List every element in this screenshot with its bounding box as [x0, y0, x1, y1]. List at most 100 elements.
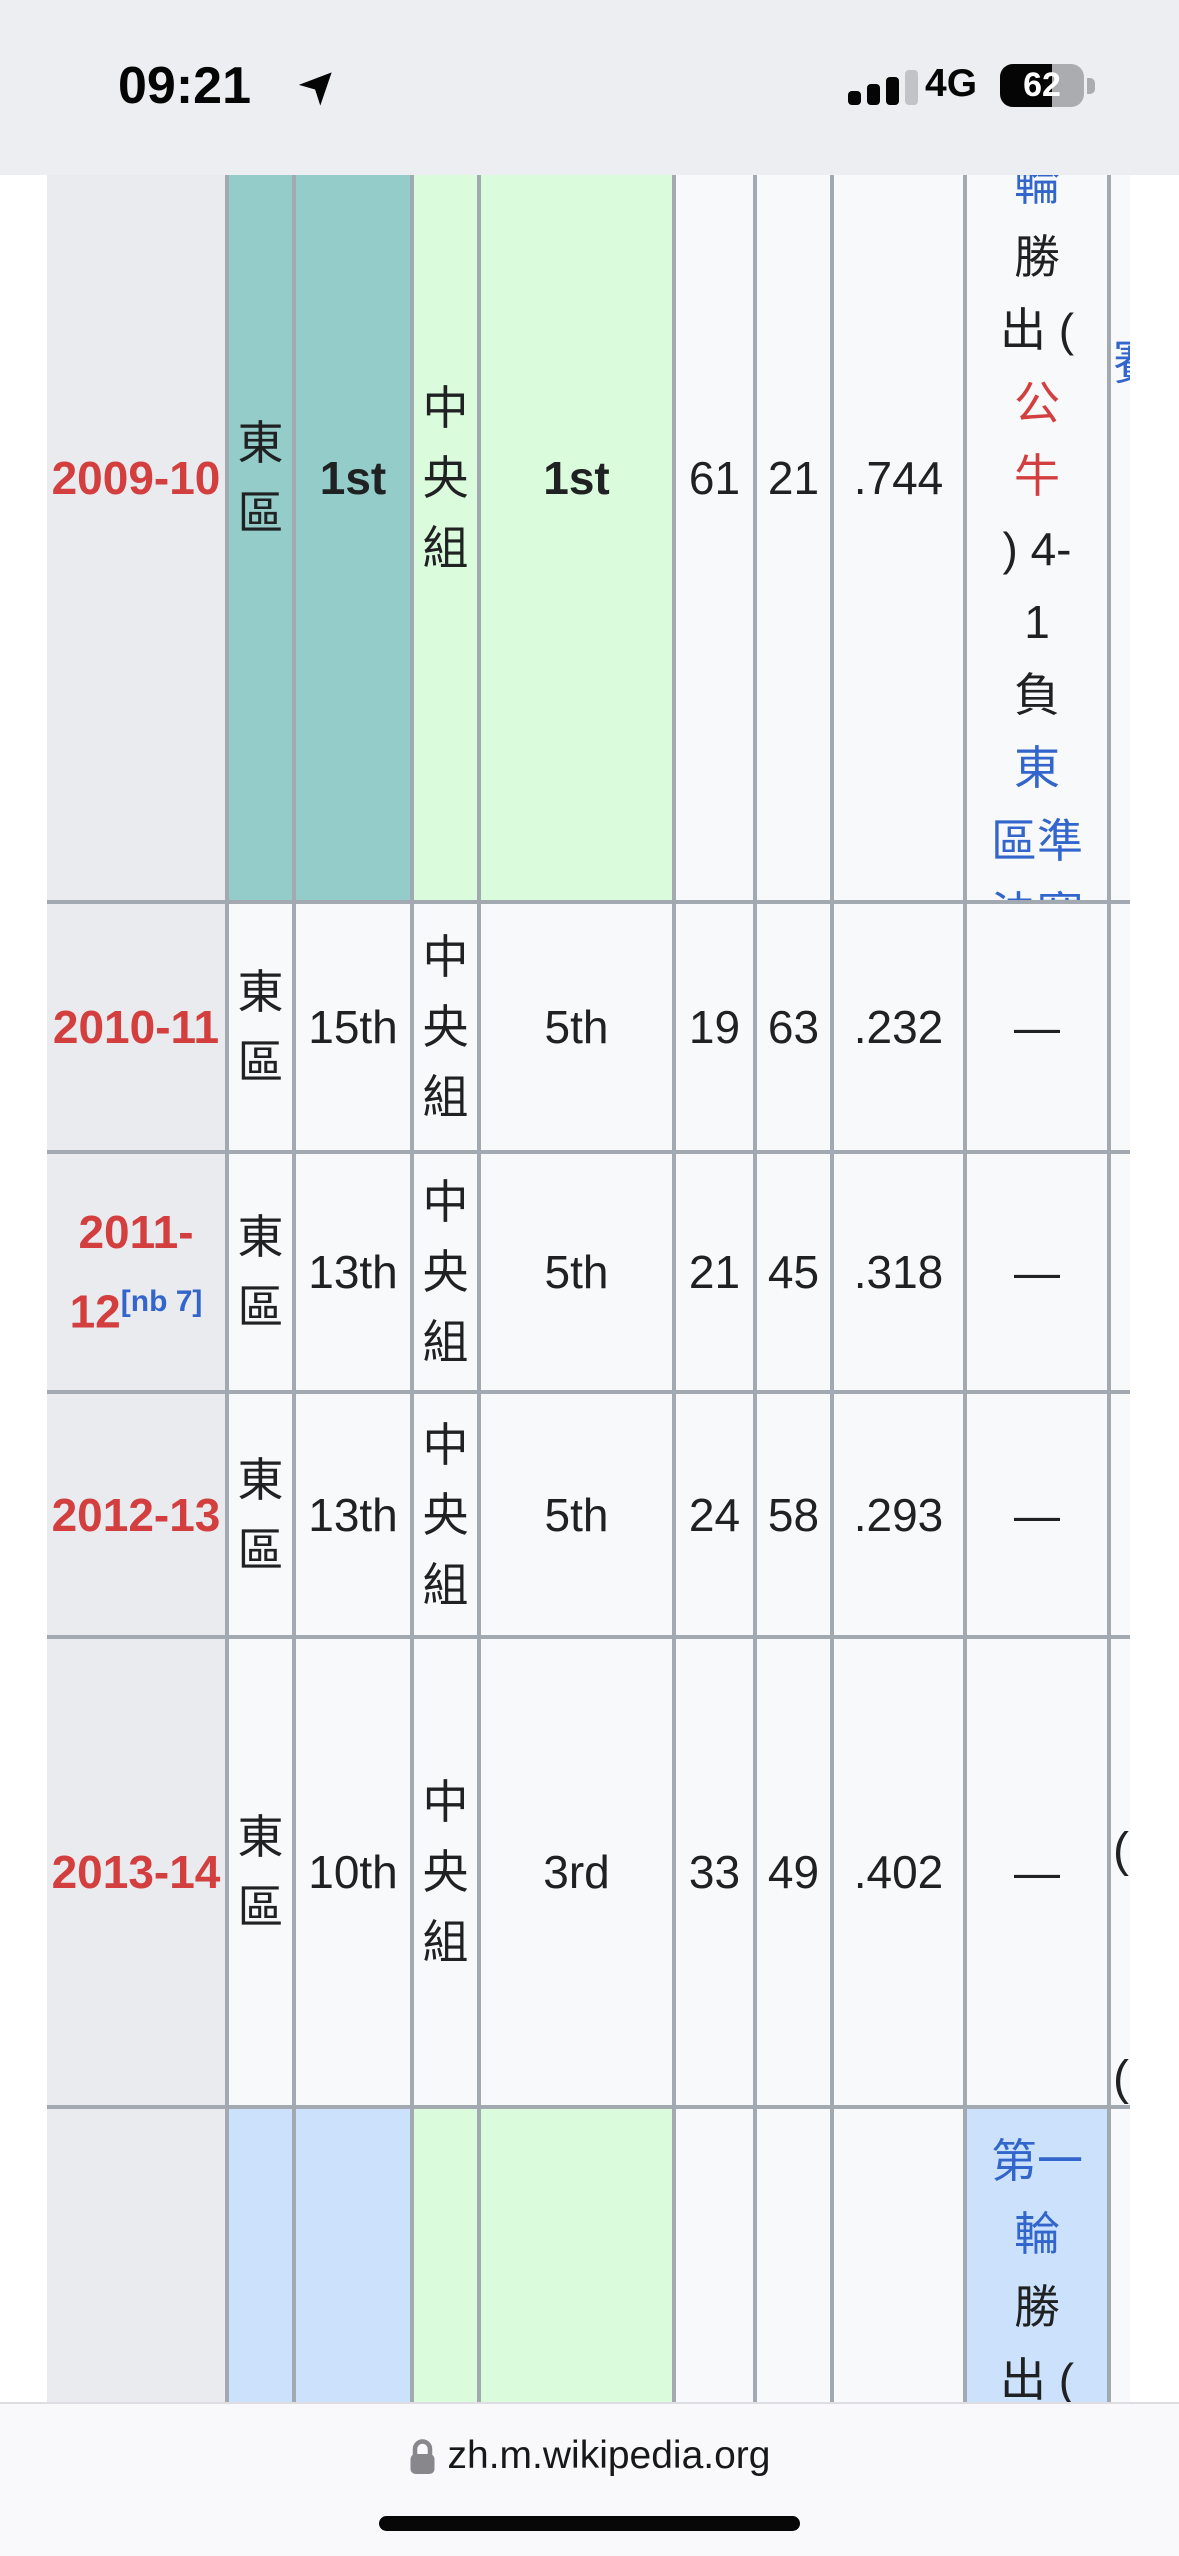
cell-wins: 61 — [676, 175, 753, 900]
cell-text: .744 — [853, 451, 944, 504]
playoff-link[interactable]: 牛 — [1014, 450, 1060, 502]
cell-losses: 49 — [757, 1639, 830, 2105]
playoff-link[interactable]: 公 — [1014, 377, 1060, 429]
cell-text: 3rd — [543, 1846, 610, 1898]
cell-division_rank: 5th — [481, 1154, 672, 1390]
row-border — [47, 1150, 1130, 1154]
cell-text: 33 — [688, 1846, 741, 1898]
column-border — [1107, 175, 1111, 2402]
column-border — [672, 175, 676, 2402]
cell-text: 東區 — [237, 1811, 284, 1933]
cell-wins: 19 — [676, 904, 753, 1150]
playoff-link[interactable]: 輪 — [1014, 2208, 1060, 2260]
playoff-line: 出 (塞 — [967, 2344, 1107, 2402]
cell-conference_rank: 15th — [296, 904, 410, 1150]
row-border — [47, 1390, 1130, 1394]
cell-losses: 21 — [757, 175, 830, 900]
cell-conference_rank: 10th — [296, 1639, 410, 2105]
cell-partial: (( — [1111, 1639, 1130, 2105]
table-scroll-container[interactable]: 2009-10 東區 1st 中央組 1st 61 21.744 輪勝出 (公牛) 4- 1 負 … — [47, 175, 1130, 2402]
battery-icon: 62 — [1000, 64, 1084, 107]
playoff-line: 輪勝 — [967, 2198, 1107, 2344]
cell-text: 21 — [688, 1246, 741, 1298]
season-link[interactable]: 2013-14 — [51, 1846, 221, 1898]
season-records-table: 2009-10 東區 1st 中央組 1st 61 21.744 輪勝出 (公牛) 4- 1 負 … — [47, 175, 1130, 2402]
cell-text: 49 — [767, 1846, 820, 1898]
cell-partial — [1111, 1394, 1130, 1635]
season-link[interactable]: 2010-11 — [52, 1001, 220, 1053]
battery-fill — [1000, 64, 1053, 107]
cell-division: 中央組 — [414, 1394, 477, 1635]
cell-season: 2013-14 — [47, 1639, 225, 2105]
cell-text: 中央組 — [422, 931, 469, 1123]
cell-conference: 東區 — [229, 1394, 292, 1635]
cell-division_rank: 1st — [481, 175, 672, 900]
column-border — [292, 175, 296, 2402]
playoff-line: 負 東 — [967, 659, 1107, 805]
cell-pct: .232 — [834, 904, 963, 1150]
cell-partial — [1111, 2109, 1130, 2402]
cell-text: 中央組 — [422, 1418, 469, 1611]
cell-text: 1st — [543, 451, 610, 504]
cell-wins — [676, 2109, 753, 2402]
cell-pct — [834, 2109, 963, 2402]
cell-text: 1st — [319, 451, 387, 504]
clipped-next-column-text[interactable]: 賽 — [1113, 340, 1130, 388]
cell-text: 21 — [767, 451, 820, 504]
cell-text: 24 — [688, 1488, 741, 1541]
battery-percent-label: 62 — [1023, 66, 1061, 104]
cell-partial — [1111, 1154, 1130, 1390]
footnote-link[interactable]: [nb 7] — [120, 1285, 203, 1319]
playoff-link[interactable]: 輪 — [1014, 175, 1060, 210]
playoff-link[interactable]: 第一 — [991, 2135, 1083, 2187]
cell-conference — [229, 2109, 292, 2402]
season-link[interactable]: 2011-12[nb 7] — [69, 1206, 203, 1338]
cell-text: 中央組 — [422, 1776, 469, 1968]
cell-text: .293 — [853, 1488, 944, 1541]
cell-conference_rank: 13th — [296, 1154, 410, 1390]
playoff-text: 勝 — [1014, 2281, 1060, 2333]
playoff-text: ) 4- — [1002, 523, 1072, 575]
cell-conference_rank: 13th — [296, 1394, 410, 1635]
playoff-link[interactable]: 區準 — [991, 815, 1083, 867]
status-time: 09:21 — [118, 57, 251, 115]
cell-text: 63 — [767, 1001, 820, 1053]
safari-url-bar[interactable]: zh.m.wikipedia.org — [0, 2402, 1179, 2556]
cell-division_rank: 5th — [481, 1394, 672, 1635]
signal-bar — [867, 84, 880, 105]
cell-text: 東區 — [237, 966, 284, 1088]
cell-partial — [1111, 904, 1130, 1150]
signal-bar — [886, 77, 899, 105]
network-type-label: 4G — [925, 62, 978, 105]
cell-text: 45 — [767, 1246, 820, 1298]
cell-text: .402 — [853, 1846, 944, 1898]
cell-text: 中央組 — [422, 1176, 469, 1368]
playoff-line: 區準 — [967, 805, 1107, 878]
cell-conference: 東區 — [229, 1154, 292, 1390]
playoff-text: 出 ( — [999, 2354, 1075, 2402]
playoff-text: 負 — [1014, 669, 1060, 721]
playoff-line: 出 (公 — [967, 294, 1107, 440]
signal-bar — [905, 70, 918, 105]
season-link[interactable]: 2012-13 — [51, 1488, 221, 1541]
cell-division_rank: 5th — [481, 904, 672, 1150]
cell-division_rank — [481, 2109, 672, 2402]
playoff-link[interactable]: 東 — [1014, 742, 1060, 794]
cell-wins: 24 — [676, 1394, 753, 1635]
cell-text: 10th — [308, 1846, 398, 1898]
row-border — [47, 900, 1130, 904]
playoff-dash: — — [1014, 1246, 1060, 1298]
cell-wins: 33 — [676, 1639, 753, 2105]
cell-pct: .293 — [834, 1394, 963, 1635]
cell-pct: .402 — [834, 1639, 963, 2105]
cell-pct: .744 — [834, 175, 963, 900]
cell-division: 中央組 — [414, 175, 477, 900]
cell-pct: .318 — [834, 1154, 963, 1390]
cell-losses: 58 — [757, 1394, 830, 1635]
url-text[interactable]: zh.m.wikipedia.org — [447, 2434, 771, 2477]
home-indicator[interactable] — [379, 2516, 800, 2531]
season-link[interactable]: 2009-10 — [51, 451, 221, 504]
